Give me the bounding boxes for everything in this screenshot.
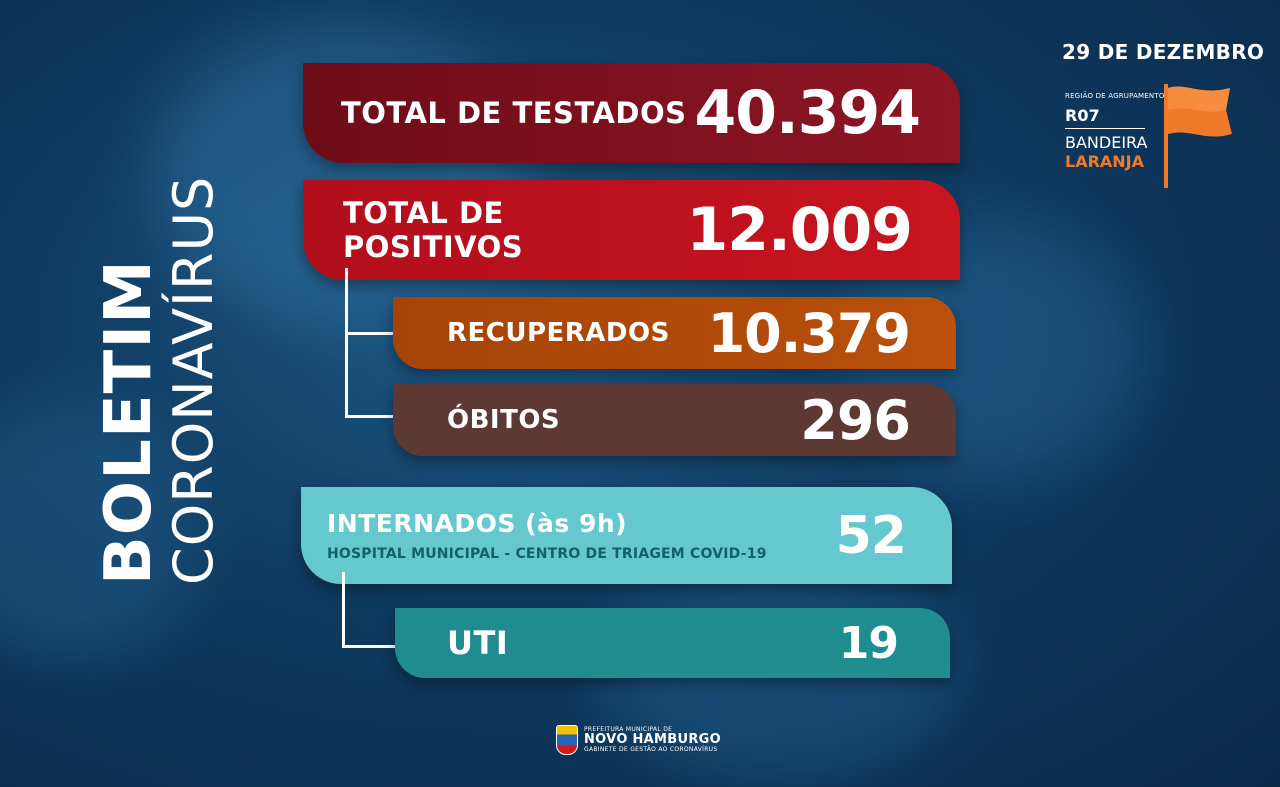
footer-main: NOVO HAMBURGO xyxy=(584,732,721,748)
obitos-value: 296 xyxy=(800,388,911,452)
region-flag-label: BANDEIRA xyxy=(1065,133,1148,152)
total-testados-value: 40.394 xyxy=(694,78,921,148)
footer-text: PREFEITURA MUNICIPAL DE NOVO HAMBURGO GA… xyxy=(584,725,721,753)
internados-sublabel: HOSPITAL MUNICIPAL - CENTRO DE TRIAGEM C… xyxy=(327,546,767,562)
recuperados-card: RECUPERADOS 10.379 xyxy=(393,297,956,369)
internados-label-group: INTERNADOS (às 9h) HOSPITAL MUNICIPAL - … xyxy=(327,509,767,562)
internados-card: INTERNADOS (às 9h) HOSPITAL MUNICIPAL - … xyxy=(301,487,952,584)
uti-card: UTI 19 xyxy=(395,608,950,678)
recuperados-label: RECUPERADOS xyxy=(447,318,670,348)
internados-value: 52 xyxy=(835,505,907,566)
region-code: R07 xyxy=(1065,106,1145,129)
total-positivos-label: TOTAL DE POSITIVOS xyxy=(343,196,524,264)
region-flag-color: LARANJA xyxy=(1065,152,1145,171)
uti-label: UTI xyxy=(447,624,509,662)
footer-sub: GABINETE DE GESTÃO AO CORONAVÍRUS xyxy=(584,745,718,753)
uti-value: 19 xyxy=(838,617,899,669)
background-texture xyxy=(0,400,200,660)
side-title: BOLETIM CORONAVÍRUS xyxy=(92,176,225,590)
positivos-connector xyxy=(345,268,396,418)
internados-label: INTERNADOS (às 9h) xyxy=(327,509,628,538)
footer-logo: PREFEITURA MUNICIPAL DE NOVO HAMBURGO GA… xyxy=(556,725,721,755)
side-title-bold: BOLETIM xyxy=(92,259,166,585)
footer-small: PREFEITURA MUNICIPAL DE xyxy=(584,725,673,733)
recuperados-value: 10.379 xyxy=(707,301,911,365)
city-crest-icon xyxy=(556,725,578,755)
total-testados-label: TOTAL DE TESTADOS xyxy=(341,96,687,130)
side-title-light: CORONAVÍRUS xyxy=(162,175,225,585)
region-info: REGIÃO DE AGRUPAMENTO R07 BANDEIRA LARAN… xyxy=(1065,92,1165,171)
region-caption: REGIÃO DE AGRUPAMENTO xyxy=(1065,92,1165,100)
report-date: 29 DE DEZEMBRO xyxy=(1062,40,1265,64)
total-positivos-value: 12.009 xyxy=(686,195,913,265)
positivos-connector-tick xyxy=(345,332,393,335)
internados-connector xyxy=(342,572,398,648)
obitos-card: ÓBITOS 296 xyxy=(393,384,956,456)
obitos-label: ÓBITOS xyxy=(447,405,561,435)
total-positivos-card: TOTAL DE POSITIVOS 12.009 xyxy=(303,180,960,280)
total-testados-card: TOTAL DE TESTADOS 40.394 xyxy=(303,63,960,163)
orange-flag-icon xyxy=(1164,84,1232,188)
